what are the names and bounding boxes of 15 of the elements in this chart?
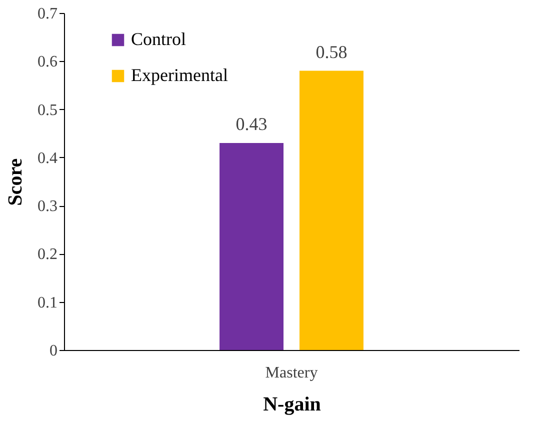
y-tick-label: 0.6 [38,54,58,71]
data-label: 0.43 [236,114,268,134]
y-tick-label: 0.7 [38,6,58,22]
y-tick-label: 0 [50,342,58,360]
y-tick-label: 0.5 [38,102,58,119]
y-tick-label: 0.3 [38,198,58,216]
data-label: 0.58 [316,42,348,62]
legend-label: Control [131,29,186,49]
x-tick-label: Mastery [265,364,318,382]
x-axis-title: N-gain [263,394,321,416]
y-tick-label: 0.1 [38,294,58,312]
y-axis-title: Score [4,158,26,206]
legend-label: Experimental [131,65,228,85]
y-tick-label: 0.2 [38,246,58,264]
y-tick-label: 0.4 [38,150,58,167]
